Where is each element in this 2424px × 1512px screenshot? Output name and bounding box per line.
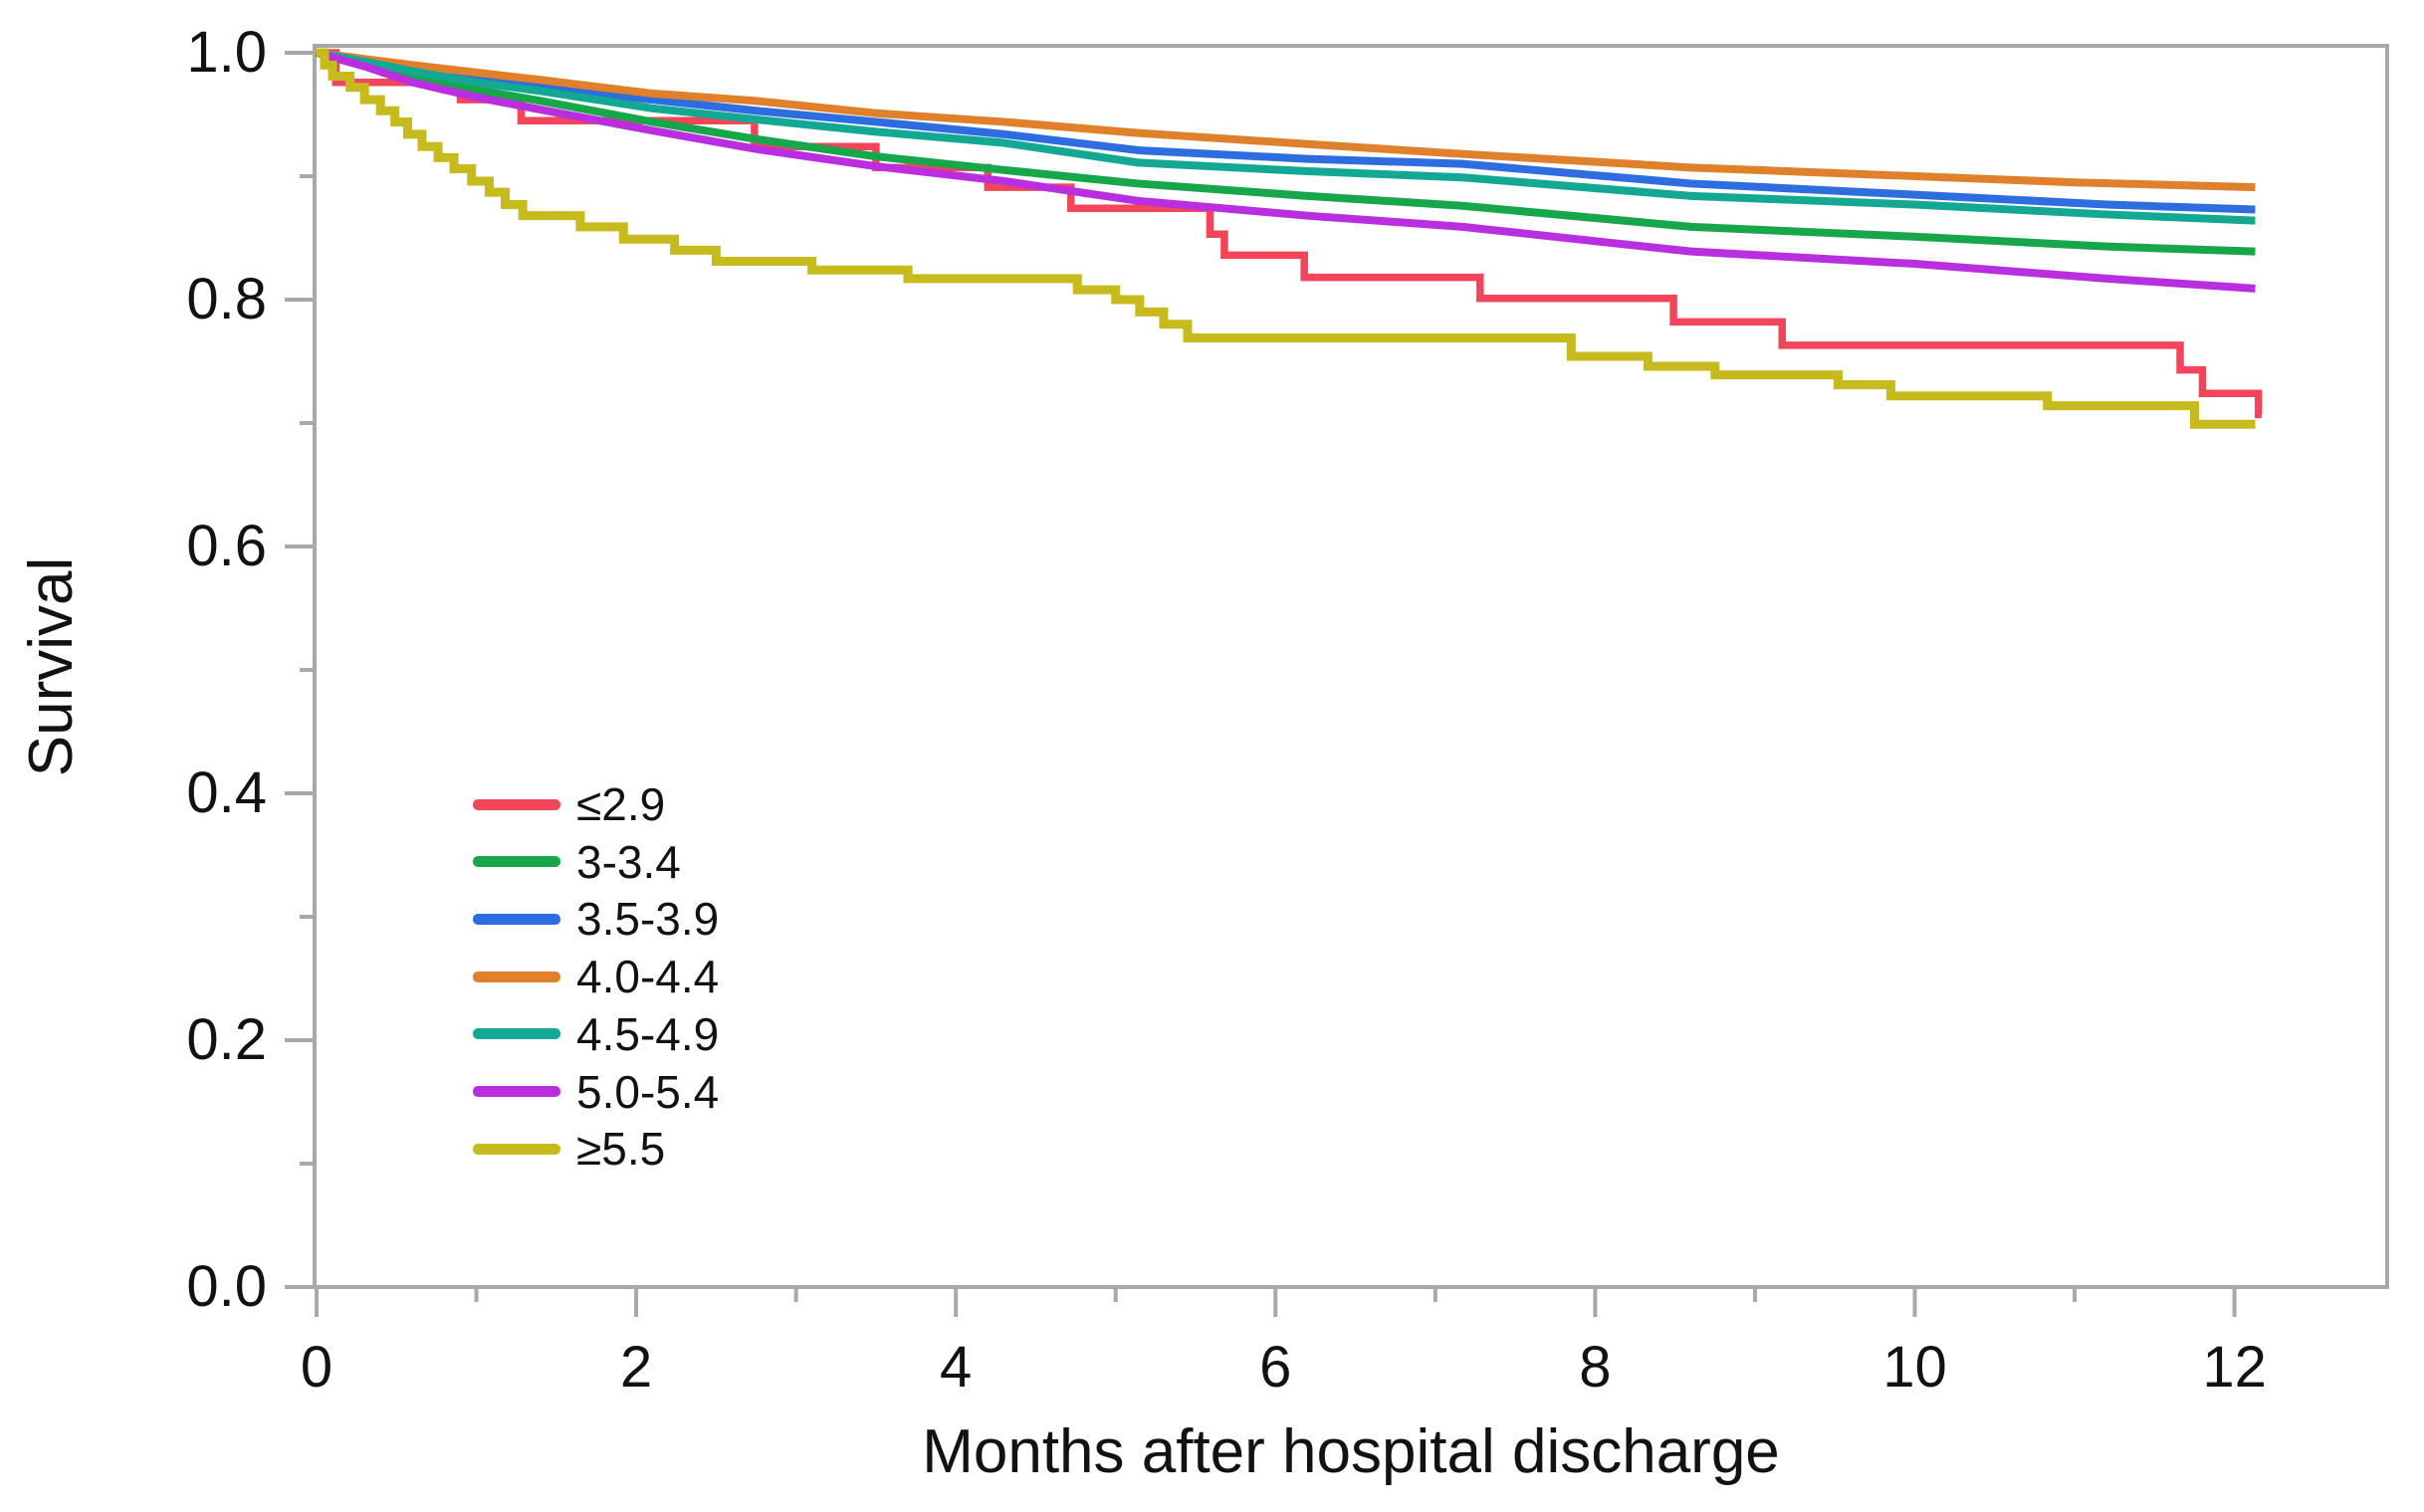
x-tick-label: 10 bbox=[1882, 1335, 1947, 1400]
survival-curve-1-3-3-4 bbox=[316, 49, 2256, 256]
legend-item: 4.5-4.9 bbox=[473, 1011, 719, 1057]
legend-label: ≤2.9 bbox=[576, 778, 666, 830]
survival-curve-5-5-0-5-4 bbox=[315, 49, 2256, 293]
y-tick-label: 0.2 bbox=[186, 1007, 267, 1072]
survival-curve-2-3-5-3-9 bbox=[316, 49, 2256, 214]
survival-curve-6-ge-5-5 bbox=[317, 48, 2256, 429]
survival-curve-0-le-2-9 bbox=[317, 49, 2263, 419]
x-tick-label: 8 bbox=[1579, 1335, 1612, 1400]
legend-label: 4.5-4.9 bbox=[576, 1007, 720, 1060]
legend-item: ≥5.5 bbox=[473, 1126, 665, 1172]
survival-curve-3-4-0-4-4 bbox=[316, 49, 2256, 192]
y-tick-label: 1.0 bbox=[186, 20, 267, 85]
x-tick-label: 2 bbox=[619, 1335, 653, 1400]
legend-item: 4.0-4.4 bbox=[473, 954, 719, 999]
y-tick-label: 0.8 bbox=[186, 267, 267, 331]
legend-label: 3.5-3.9 bbox=[576, 893, 720, 946]
legend-swatch-4-0-4-4 bbox=[473, 971, 560, 982]
x-tick-label: 4 bbox=[940, 1335, 973, 1400]
y-tick-label: 0.4 bbox=[186, 760, 267, 825]
legend-item: 3.5-3.9 bbox=[473, 896, 719, 942]
legend-label: ≥5.5 bbox=[576, 1123, 666, 1176]
legend-swatch-3-3-4 bbox=[473, 856, 560, 868]
y-tick-label: 0.6 bbox=[186, 514, 267, 578]
legend-label: 5.0-5.4 bbox=[576, 1065, 720, 1118]
legend-label: 3-3.4 bbox=[576, 835, 681, 888]
y-tick-label: 0.0 bbox=[186, 1254, 267, 1319]
survival-curve-4-4-5-4-9 bbox=[316, 49, 2256, 225]
x-axis-title: Months after hospital discharge bbox=[922, 1417, 1780, 1486]
legend-swatch-le-2-9 bbox=[473, 798, 560, 810]
y-axis-title: Survival bbox=[17, 556, 86, 777]
legend-item: 5.0-5.4 bbox=[473, 1069, 719, 1115]
x-tick-label: 12 bbox=[2202, 1335, 2267, 1400]
legend-item: ≤2.9 bbox=[473, 781, 665, 827]
plot-frame bbox=[313, 44, 2389, 1289]
legend-swatch-4-5-4-9 bbox=[473, 1028, 560, 1040]
x-tick-label: 0 bbox=[300, 1335, 333, 1400]
legend-label: 4.0-4.4 bbox=[576, 951, 720, 1003]
legend-swatch-5-0-5-4 bbox=[473, 1086, 560, 1097]
legend-item: 3-3.4 bbox=[473, 839, 681, 885]
x-tick-label: 6 bbox=[1259, 1335, 1292, 1400]
legend-swatch-ge-5-5 bbox=[473, 1143, 560, 1155]
legend-swatch-3-5-3-9 bbox=[473, 913, 560, 925]
